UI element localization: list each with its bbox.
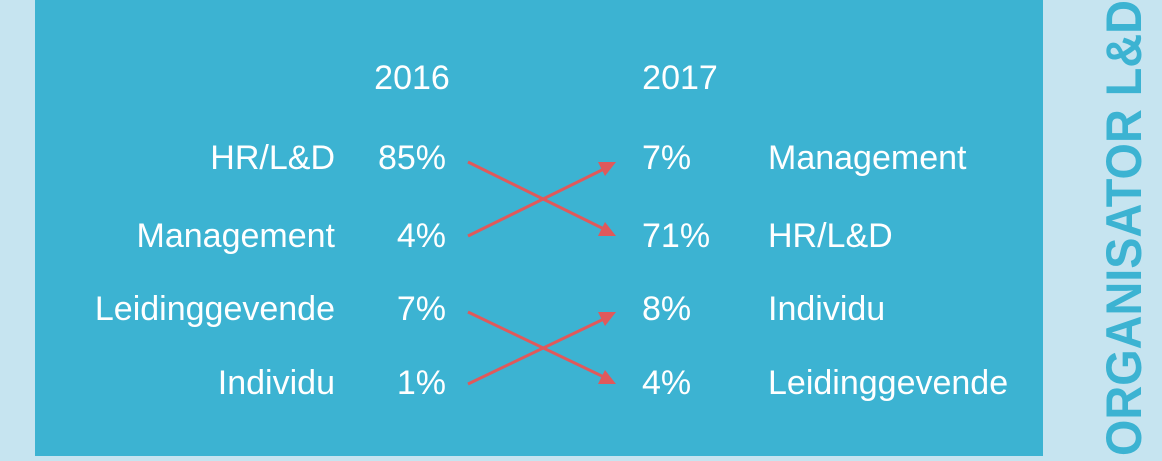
panel — [35, 0, 1043, 456]
right-value: 7% — [642, 139, 691, 177]
right-label: Individu — [768, 290, 885, 328]
right-value: 4% — [642, 364, 691, 402]
right-label: Leidinggevende — [768, 364, 1008, 402]
rows: HR/L&D 85% Management 4% Leidinggevende 7% Ind… — [95, 139, 1008, 402]
left-value: 85% — [378, 139, 446, 177]
left-value: 1% — [397, 364, 446, 402]
left-label: HR/L&D — [210, 139, 335, 177]
arrow — [467, 310, 607, 380]
year-left: 2016 — [374, 59, 450, 97]
arrow — [467, 160, 607, 232]
left-label: Management — [137, 217, 336, 255]
right-value: 8% — [642, 290, 691, 328]
left-label: Leidinggevende — [95, 290, 335, 328]
arrow-head — [598, 222, 616, 236]
arrow-head — [598, 312, 616, 326]
arrow-head — [598, 162, 616, 176]
left-value: 7% — [397, 290, 446, 328]
arrow — [467, 316, 607, 386]
left-label: Individu — [218, 364, 335, 402]
side-title: ORGANISATOR L&D — [1096, 0, 1152, 456]
right-label: Management — [768, 139, 967, 177]
year-right: 2017 — [642, 59, 718, 97]
arrow — [467, 166, 607, 238]
arrows — [467, 160, 616, 386]
right-value: 71% — [642, 217, 710, 255]
left-value: 4% — [397, 217, 446, 255]
arrow-head — [598, 370, 616, 384]
right-label: HR/L&D — [768, 217, 893, 255]
